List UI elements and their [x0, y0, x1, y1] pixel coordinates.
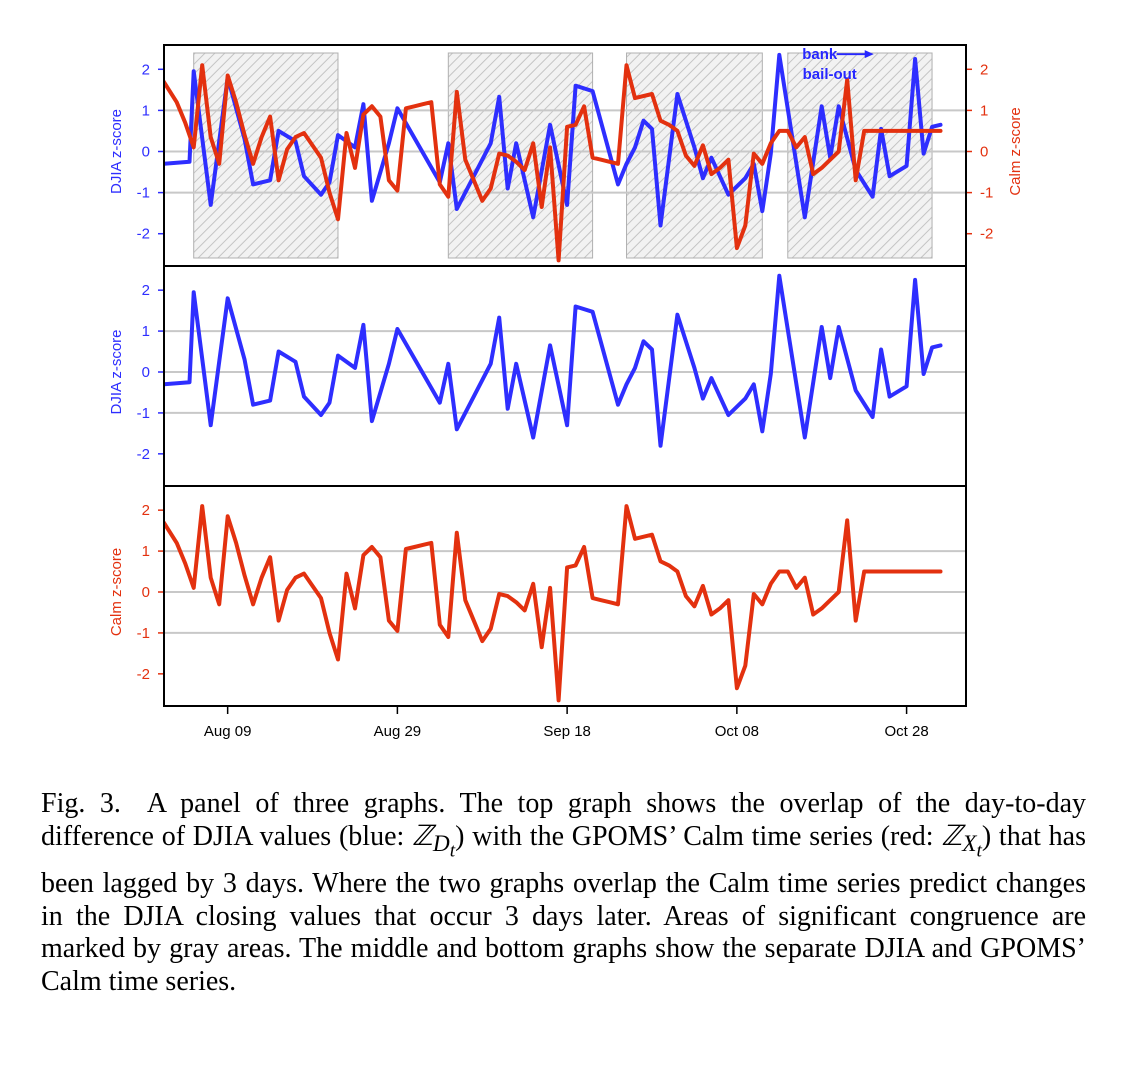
- caption-label: Fig. 3.: [41, 788, 121, 819]
- x-tick-label-3: Sep 18: [543, 723, 591, 740]
- right-tick-label-1: -2: [980, 226, 993, 243]
- left-tick-label-2: -1: [137, 405, 150, 422]
- panel-frame: [163, 485, 967, 707]
- top-panel-overlap-chart: -2 -1 0 1 2 DJIA z-score -2 -1 0 1 2 Calm z-score ba…: [108, 44, 1024, 267]
- caption-text-part2: ) with the GPOMS’ Calm time series (red:: [455, 820, 942, 852]
- x-tick-label-5: Oct 28: [884, 723, 928, 740]
- x-tick-label-4: Oct 08: [715, 723, 759, 740]
- figure-caption: Fig. 3. A panel of three graphs. The top …: [41, 788, 1086, 998]
- left-tick-label-1: -2: [137, 666, 150, 683]
- series-group: [164, 273, 943, 448]
- right-tick-label-5: 2: [980, 61, 988, 78]
- left-tick-label-2: -1: [137, 625, 150, 642]
- x-tick-label-1: Aug 09: [204, 723, 252, 740]
- annotation-line-1: bank: [802, 46, 838, 63]
- bottom-panel-calm-chart: -2 -1 0 1 2 Calm z-score Aug 09 Aug 29 Sep 18 Oct…: [108, 485, 967, 740]
- congruence-region-3: [626, 52, 763, 259]
- series-group: [164, 504, 943, 703]
- left-tick-label-1: -2: [137, 226, 150, 243]
- right-axis-title: Calm z-score: [1007, 107, 1024, 195]
- right-tick-label-2: -1: [980, 185, 993, 202]
- caption-text-part3: ) that has been lagged by 3 days. Where …: [41, 820, 1086, 997]
- middle-panel-djia-chart: -2 -1 0 1 2 DJIA z-score: [108, 265, 967, 487]
- series-line-calm: [164, 504, 943, 703]
- series-line-calm: [164, 63, 943, 263]
- left-tick-label-4: 1: [142, 543, 150, 560]
- left-tick-label-5: 2: [142, 502, 150, 519]
- figure-three-panel-chart: -2 -1 0 1 2 DJIA z-score -2 -1 0 1 2 Calm z-score ba…: [108, 44, 1024, 740]
- left-tick-label-4: 1: [142, 323, 150, 340]
- left-tick-label-1: -2: [137, 446, 150, 463]
- right-tick-label-4: 1: [980, 102, 988, 119]
- panel-frame: [163, 265, 967, 487]
- left-tick-label-2: -1: [137, 185, 150, 202]
- series-line-djia: [164, 273, 943, 448]
- caption-symbol-calm: ℤXt: [941, 820, 982, 862]
- left-tick-label-3: 0: [142, 144, 150, 161]
- caption-text-part1: A panel of three graphs. The top graph s…: [41, 788, 1086, 852]
- caption-symbol-djia: ℤDt: [412, 820, 456, 862]
- left-tick-label-5: 2: [142, 282, 150, 299]
- left-tick-label-4: 1: [142, 102, 150, 119]
- left-axis-title: Calm z-score: [108, 548, 125, 636]
- annotation-line-2: bail-out: [803, 66, 857, 83]
- x-tick-label-2: Aug 29: [374, 723, 422, 740]
- left-axis-title: DJIA z-score: [108, 329, 125, 414]
- left-tick-label-3: 0: [142, 364, 150, 381]
- series-group: [164, 52, 943, 263]
- left-axis-title: DJIA z-score: [108, 109, 125, 194]
- annotation-arrow-head: [864, 50, 874, 59]
- left-tick-label-5: 2: [142, 61, 150, 78]
- left-tick-label-3: 0: [142, 584, 150, 601]
- right-tick-label-3: 0: [980, 144, 988, 161]
